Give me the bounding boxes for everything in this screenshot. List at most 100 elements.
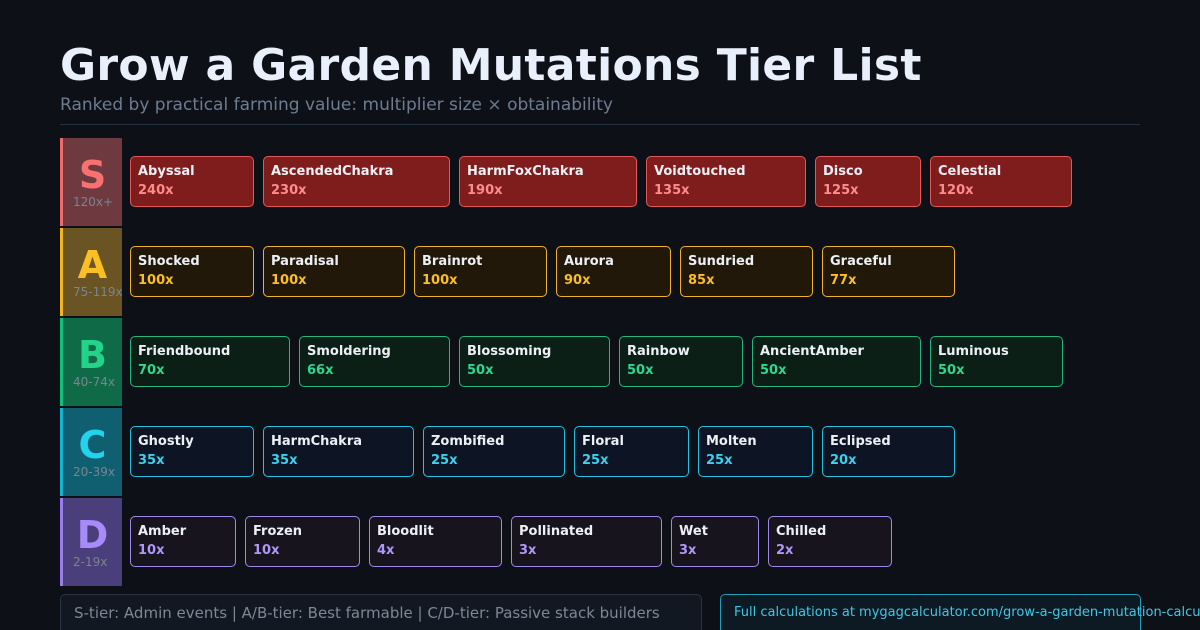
tier-range: 120x+ (73, 195, 114, 209)
mutation-card: Aurora 90x (556, 246, 671, 297)
mutation-multiplier: 77x (830, 273, 857, 288)
mutation-multiplier: 190x (467, 183, 503, 198)
mutation-card: Disco 125x (815, 156, 921, 207)
page-subtitle: Ranked by practical farming value: multi… (60, 95, 613, 115)
mutation-multiplier: 3x (679, 543, 697, 558)
mutation-multiplier: 2x (776, 543, 794, 558)
mutation-name: Pollinated (519, 524, 594, 539)
mutation-card: Paradisal 100x (263, 246, 405, 297)
mutation-card: Blossoming 50x (459, 336, 610, 387)
mutation-name: Molten (706, 434, 757, 449)
mutation-multiplier: 66x (307, 363, 334, 378)
mutation-name: Amber (138, 524, 187, 539)
mutation-name: Ghostly (138, 434, 194, 449)
tier-row-s: S 120x+ Abyssal 240x AscendedChakra 230x H… (60, 138, 1160, 226)
tier-range: 2-19x (73, 555, 108, 569)
mutation-name: Eclipsed (830, 434, 891, 449)
mutation-multiplier: 50x (760, 363, 787, 378)
mutation-card: Zombified 25x (423, 426, 565, 477)
mutation-multiplier: 230x (271, 183, 307, 198)
mutation-card: Chilled 2x (768, 516, 892, 567)
mutation-multiplier: 25x (431, 453, 458, 468)
mutation-multiplier: 20x (830, 453, 857, 468)
mutation-multiplier: 240x (138, 183, 174, 198)
tier-letter: B (78, 333, 107, 377)
mutation-card: Sundried 85x (680, 246, 813, 297)
calculator-link[interactable]: Full calculations at mygagcalculator.com… (720, 594, 1200, 630)
mutation-card: Molten 25x (698, 426, 813, 477)
mutation-multiplier: 35x (271, 453, 298, 468)
mutation-multiplier: 10x (138, 543, 165, 558)
mutation-multiplier: 135x (654, 183, 690, 198)
tier-label-d: D 2-19x (60, 498, 122, 586)
mutation-card: Wet 3x (671, 516, 759, 567)
mutation-card: Friendbound 70x (130, 336, 290, 387)
mutation-name: Sundried (688, 254, 755, 269)
mutation-card: Pollinated 3x (511, 516, 662, 567)
mutation-name: AncientAmber (760, 344, 864, 359)
mutation-multiplier: 125x (823, 183, 859, 198)
mutation-name: Frozen (253, 524, 303, 539)
mutation-name: HarmFoxChakra (467, 164, 584, 179)
mutation-name: Friendbound (138, 344, 231, 359)
mutation-name: Disco (823, 164, 863, 179)
mutation-card: Graceful 77x (822, 246, 955, 297)
mutation-card: Rainbow 50x (619, 336, 743, 387)
tier-letter: C (78, 423, 107, 467)
mutation-multiplier: 100x (138, 273, 174, 288)
mutation-card: Shocked 100x (130, 246, 254, 297)
tier-label-a: A 75-119x (60, 228, 123, 316)
tier-label-b: B 40-74x (60, 318, 122, 406)
mutation-card: Floral 25x (574, 426, 689, 477)
mutation-name: Paradisal (271, 254, 339, 269)
mutation-name: Chilled (776, 524, 827, 539)
mutation-card: Celestial 120x (930, 156, 1072, 207)
mutation-card: Ghostly 35x (130, 426, 254, 477)
mutation-card: Frozen 10x (245, 516, 360, 567)
mutation-name: Luminous (938, 344, 1009, 359)
tier-range: 20-39x (73, 465, 115, 479)
mutation-multiplier: 25x (582, 453, 609, 468)
mutation-multiplier: 25x (706, 453, 733, 468)
tier-row-b: B 40-74x Friendbound 70x Smoldering 66x Bl… (60, 318, 1160, 406)
mutation-multiplier: 3x (519, 543, 537, 558)
tier-row-d: D 2-19x Amber 10x Frozen 10x Bloodlit 4x Po… (60, 498, 1160, 586)
mutation-multiplier: 10x (253, 543, 280, 558)
mutation-name: Abyssal (138, 164, 195, 179)
mutation-name: Blossoming (467, 344, 552, 359)
tier-letter: D (76, 513, 109, 557)
mutation-card: Brainrot 100x (414, 246, 547, 297)
tier-label-s: S 120x+ (60, 138, 122, 226)
tier-letter: S (78, 153, 107, 197)
mutation-name: Brainrot (422, 254, 483, 269)
mutation-name: Voidtouched (654, 164, 746, 179)
mutation-name: Zombified (431, 434, 505, 449)
mutation-name: Graceful (830, 254, 892, 269)
tier-row-a: A 75-119x Shocked 100x Paradisal 100x Brai… (60, 228, 1160, 316)
tier-range: 75-119x (73, 285, 123, 299)
mutation-card: Bloodlit 4x (369, 516, 502, 567)
mutation-name: Wet (679, 524, 708, 539)
tier-legend-footer: S-tier: Admin events | A/B-tier: Best fa… (60, 594, 702, 630)
mutation-multiplier: 90x (564, 273, 591, 288)
mutation-multiplier: 50x (467, 363, 494, 378)
mutation-card: HarmFoxChakra 190x (459, 156, 637, 207)
mutation-card: Luminous 50x (930, 336, 1063, 387)
tier-row-c: C 20-39x Ghostly 35x HarmChakra 35x Zombif… (60, 408, 1160, 496)
mutation-name: Rainbow (627, 344, 690, 359)
mutation-card: Voidtouched 135x (646, 156, 806, 207)
mutation-card: AncientAmber 50x (752, 336, 921, 387)
mutation-card: AscendedChakra 230x (263, 156, 450, 207)
page-title: Grow a Garden Mutations Tier List (60, 40, 922, 91)
mutation-multiplier: 70x (138, 363, 165, 378)
mutation-multiplier: 100x (422, 273, 458, 288)
mutation-card: Eclipsed 20x (822, 426, 955, 477)
mutation-name: Bloodlit (377, 524, 434, 539)
mutation-name: Celestial (938, 164, 1002, 179)
tier-letter: A (77, 243, 108, 287)
mutation-name: AscendedChakra (271, 164, 394, 179)
mutation-multiplier: 35x (138, 453, 165, 468)
mutation-multiplier: 50x (938, 363, 965, 378)
mutation-card: Amber 10x (130, 516, 236, 567)
mutation-name: HarmChakra (271, 434, 363, 449)
